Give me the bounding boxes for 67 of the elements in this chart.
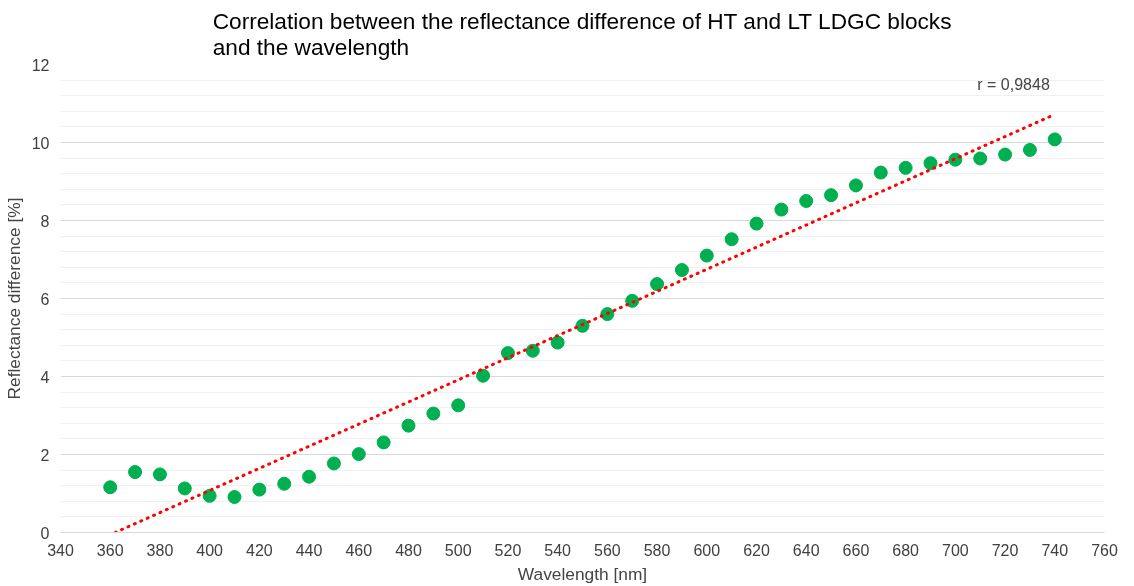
- point: [550, 335, 565, 350]
- point: [277, 476, 292, 491]
- point: [252, 482, 267, 497]
- y-tick-label: 12: [31, 56, 50, 74]
- point: [476, 368, 491, 383]
- point: [426, 406, 441, 421]
- x-tick-label: 540: [544, 541, 572, 559]
- point: [326, 456, 341, 471]
- point: [973, 151, 988, 166]
- x-tick-label: 740: [1041, 541, 1069, 559]
- point: [351, 447, 366, 462]
- x-tick-label: 700: [942, 541, 969, 559]
- x-axis-title: Wavelength [nm]: [517, 563, 648, 584]
- point: [103, 480, 118, 495]
- y-axis-title: Reflectance difference [%]: [3, 197, 24, 400]
- x-tick-label: 720: [991, 541, 1019, 559]
- point: [202, 488, 217, 503]
- point: [724, 232, 739, 247]
- y-tick-label: 6: [40, 290, 50, 308]
- point: [376, 435, 391, 450]
- x-tick-label: 500: [444, 541, 472, 559]
- x-tick-label: 460: [345, 541, 373, 559]
- point: [898, 160, 913, 175]
- point: [650, 277, 665, 292]
- y-tick-label: 8: [40, 212, 50, 230]
- y-tick-label: 10: [31, 134, 50, 152]
- point: [525, 343, 540, 358]
- x-tick-label: 660: [842, 541, 870, 559]
- x-tick-label: 520: [494, 541, 522, 559]
- point: [1022, 142, 1037, 157]
- point: [302, 469, 317, 484]
- x-tick-label: 400: [196, 541, 224, 559]
- y-tick-label: 4: [40, 368, 50, 386]
- x-tick-label: 760: [1091, 541, 1118, 559]
- x-tick-label: 680: [892, 541, 920, 559]
- point: [451, 398, 466, 413]
- x-tick-label: 340: [47, 541, 74, 559]
- x-tick-label: 480: [395, 541, 422, 559]
- x-tick-label: 620: [743, 541, 770, 559]
- y-tick-label: 2: [40, 446, 50, 464]
- point: [799, 194, 814, 208]
- x-tick-label: 560: [594, 541, 621, 559]
- point: [873, 165, 888, 180]
- chart-title: Correlation between the reflectance difference of HT and LT LDGC blocks and the wavelength: [212, 7, 952, 60]
- point: [128, 465, 143, 480]
- point: [152, 467, 167, 482]
- point: [824, 188, 839, 203]
- point: [774, 202, 789, 217]
- point: [848, 178, 863, 193]
- point: [674, 263, 689, 278]
- x-tick-label: 420: [246, 541, 273, 559]
- x-tick-label: 600: [693, 541, 721, 559]
- x-tick-label: 380: [146, 541, 174, 559]
- x-tick-label: 360: [96, 541, 124, 559]
- x-tick-label: 640: [792, 541, 820, 559]
- annotation: r = 0,9848: [977, 75, 1050, 93]
- point: [1047, 132, 1062, 147]
- y-tick-label: 0: [40, 524, 50, 542]
- point: [401, 418, 416, 433]
- point: [699, 248, 714, 263]
- point: [923, 156, 938, 171]
- point: [998, 147, 1013, 162]
- point: [177, 481, 192, 496]
- x-tick-label: 440: [295, 541, 323, 559]
- point: [749, 216, 764, 231]
- point: [227, 490, 242, 504]
- x-tick-label: 580: [643, 541, 671, 559]
